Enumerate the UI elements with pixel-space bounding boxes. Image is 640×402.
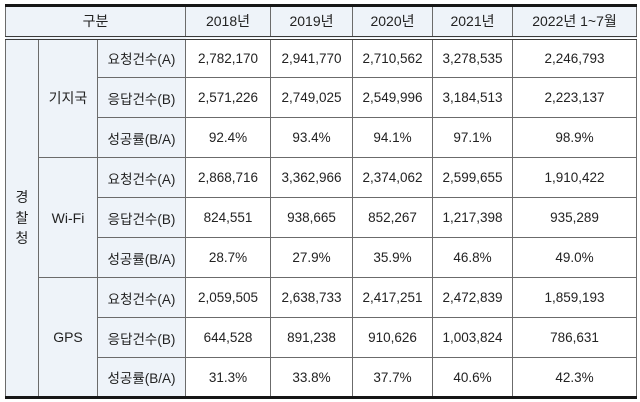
value-cell: 2,549,996 bbox=[352, 77, 433, 118]
value-cell: 27.9% bbox=[270, 237, 353, 278]
value-cell: 1,859,193 bbox=[512, 277, 637, 318]
category-wifi: Wi-Fi bbox=[38, 157, 98, 278]
agency-char: 청 bbox=[15, 229, 29, 246]
data-table: 구분 2018년 2019년 2020년 2021년 2022년 1~7월 경 … bbox=[5, 4, 637, 399]
table-row: 성공률(B/A) 28.7% 27.9% 35.9% 46.8% 49.0% bbox=[6, 237, 637, 278]
row-label: 응답건수(B) bbox=[97, 317, 186, 358]
value-cell: 37.7% bbox=[352, 357, 433, 398]
table-row: 응답건수(B) 824,551 938,665 852,267 1,217,39… bbox=[6, 197, 637, 238]
value-cell: 644,528 bbox=[185, 317, 271, 358]
value-cell: 2,059,505 bbox=[185, 277, 271, 318]
header-year-2022: 2022년 1~7월 bbox=[512, 5, 637, 40]
value-cell: 852,267 bbox=[352, 197, 433, 238]
value-cell: 2,246,793 bbox=[512, 37, 637, 78]
value-cell: 46.8% bbox=[432, 237, 513, 278]
value-cell: 42.3% bbox=[512, 357, 637, 398]
value-cell: 2,941,770 bbox=[270, 37, 353, 78]
value-cell: 28.7% bbox=[185, 237, 271, 278]
row-label: 성공률(B/A) bbox=[97, 357, 186, 398]
value-cell: 33.8% bbox=[270, 357, 353, 398]
value-cell: 938,665 bbox=[270, 197, 353, 238]
table-row: 응답건수(B) 644,528 891,238 910,626 1,003,82… bbox=[6, 317, 637, 358]
value-cell: 824,551 bbox=[185, 197, 271, 238]
value-cell: 1,910,422 bbox=[512, 157, 637, 198]
row-label: 요청건수(A) bbox=[97, 157, 186, 198]
header-year-2019: 2019년 bbox=[270, 5, 353, 40]
value-cell: 3,184,513 bbox=[432, 77, 513, 118]
header-row: 구분 2018년 2019년 2020년 2021년 2022년 1~7월 bbox=[5, 5, 637, 40]
value-cell: 35.9% bbox=[352, 237, 433, 278]
value-cell: 2,710,562 bbox=[352, 37, 433, 78]
table-row: 응답건수(B) 2,571,226 2,749,025 2,549,996 3,… bbox=[6, 77, 637, 118]
value-cell: 92.4% bbox=[185, 117, 271, 158]
value-cell: 2,472,839 bbox=[432, 277, 513, 318]
agency-char: 경 bbox=[15, 189, 29, 206]
value-cell: 2,599,655 bbox=[432, 157, 513, 198]
value-cell: 97.1% bbox=[432, 117, 513, 158]
value-cell: 3,278,535 bbox=[432, 37, 513, 78]
value-cell: 2,417,251 bbox=[352, 277, 433, 318]
value-cell: 910,626 bbox=[352, 317, 433, 358]
row-label: 응답건수(B) bbox=[97, 77, 186, 118]
row-label: 요청건수(A) bbox=[97, 277, 186, 318]
table-row: 성공률(B/A) 92.4% 93.4% 94.1% 97.1% 98.9% bbox=[6, 117, 637, 158]
value-cell: 891,238 bbox=[270, 317, 353, 358]
row-label: 응답건수(B) bbox=[97, 197, 186, 238]
value-cell: 1,217,398 bbox=[432, 197, 513, 238]
row-label: 성공률(B/A) bbox=[97, 237, 186, 278]
value-cell: 1,003,824 bbox=[432, 317, 513, 358]
value-cell: 2,868,716 bbox=[185, 157, 271, 198]
header-year-2018: 2018년 bbox=[185, 5, 271, 40]
value-cell: 98.9% bbox=[512, 117, 637, 158]
category-base-station: 기지국 bbox=[38, 37, 98, 158]
header-year-2020: 2020년 bbox=[352, 5, 433, 40]
table-row: 성공률(B/A) 31.3% 33.8% 37.7% 40.6% 42.3% bbox=[6, 357, 637, 398]
table-row: Wi-Fi 요청건수(A) 2,868,716 3,362,966 2,374,… bbox=[6, 157, 637, 278]
table-row: GPS 요청건수(A) 2,059,505 2,638,733 2,417,25… bbox=[6, 277, 637, 398]
value-cell: 2,223,137 bbox=[512, 77, 637, 118]
value-cell: 935,289 bbox=[512, 197, 637, 238]
value-cell: 3,362,966 bbox=[270, 157, 353, 198]
category-gps: GPS bbox=[38, 277, 98, 398]
header-category: 구분 bbox=[5, 5, 186, 40]
value-cell: 2,571,226 bbox=[185, 77, 271, 118]
value-cell: 94.1% bbox=[352, 117, 433, 158]
value-cell: 2,374,062 bbox=[352, 157, 433, 198]
value-cell: 31.3% bbox=[185, 357, 271, 398]
row-label: 성공률(B/A) bbox=[97, 117, 186, 158]
agency-char: 찰 bbox=[15, 209, 29, 226]
value-cell: 2,749,025 bbox=[270, 77, 353, 118]
value-cell: 40.6% bbox=[432, 357, 513, 398]
row-label: 요청건수(A) bbox=[97, 37, 186, 78]
table-row: 경 찰 청 기지국 요청건수(A) 2,782,170 2,941,770 2,… bbox=[5, 37, 637, 398]
agency-label: 경 찰 청 bbox=[5, 37, 39, 398]
value-cell: 93.4% bbox=[270, 117, 353, 158]
value-cell: 786,631 bbox=[512, 317, 637, 358]
value-cell: 2,782,170 bbox=[185, 37, 271, 78]
header-year-2021: 2021년 bbox=[432, 5, 513, 40]
value-cell: 2,638,733 bbox=[270, 277, 353, 318]
value-cell: 49.0% bbox=[512, 237, 637, 278]
